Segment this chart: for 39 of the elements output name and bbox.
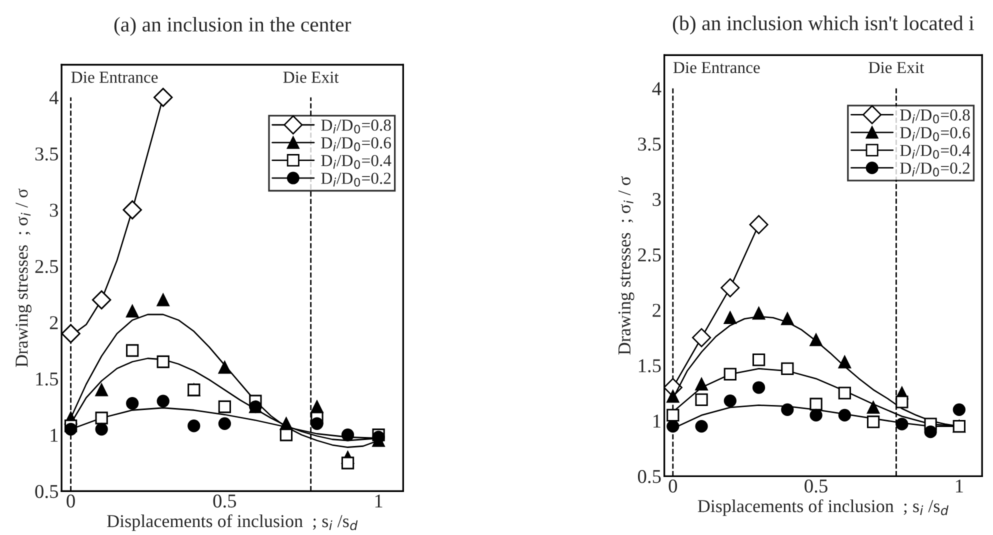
- legend-label: D$_{i}$/D$_{0}$=0.2: [321, 172, 391, 187]
- y-tick-label: 3: [652, 193, 661, 206]
- y-axis-title: Drawing stresses ; σ$_{i}$ / σ: [618, 176, 634, 355]
- y-tick-label: 1: [50, 428, 58, 442]
- legend-label: D$_{i}$/D$_{0}$=0.8: [321, 120, 391, 134]
- x-tick-label: 1: [956, 480, 963, 492]
- x-tick-label: 0: [668, 479, 678, 493]
- y-tick-label: 2: [50, 316, 58, 330]
- y-tick-label: 1.5: [638, 359, 661, 372]
- y-tick-label: 1: [654, 414, 660, 428]
- y-tick-label: 2: [652, 304, 660, 317]
- ref-line-label: Die Exit: [868, 62, 924, 74]
- chart-title: (a) an inclusion in the center: [114, 16, 352, 36]
- x-tick-label: 1: [375, 494, 382, 508]
- x-axis-title: Displacements of inclusion ; s$_{i}$ /s$_{d}$: [698, 499, 948, 516]
- y-tick-label: 3.5: [638, 138, 661, 151]
- x-tick-label: 0.5: [213, 494, 236, 508]
- y-tick-label: 0.5: [638, 470, 661, 484]
- y-tick-label: 2.5: [35, 260, 58, 274]
- x-axis-title: Displacements of inclusion ; s$_{i}$ /s$_{d}$: [107, 514, 358, 531]
- legend-label: D$_{i}$/D$_{0}$=0.8: [900, 109, 970, 124]
- y-tick-label: 4: [49, 91, 58, 104]
- legend-label: D$_{i}$/D$_{0}$=0.6: [900, 127, 970, 142]
- y-tick-label: 4: [652, 82, 662, 96]
- y-tick-label: 3.5: [35, 147, 58, 161]
- y-axis-title: Drawing stresses ; σ$_{i}$ / σ: [16, 188, 32, 367]
- ref-line-label: Die Exit: [283, 72, 339, 83]
- ref-line-label: Die Entrance: [673, 62, 760, 74]
- ref-line-label: Die Entrance: [71, 72, 158, 83]
- x-tick-label: 0: [66, 494, 75, 508]
- y-tick-label: 3: [50, 204, 58, 217]
- y-tick-label: 2.5: [638, 248, 661, 262]
- y-tick-label: 1.5: [36, 372, 58, 386]
- legend-label: D$_{i}$/D$_{0}$=0.6: [321, 137, 391, 152]
- legend-label: D$_{i}$/D$_{0}$=0.4: [900, 144, 970, 159]
- legend-label: D$_{i}$/D$_{0}$=0.2: [900, 162, 970, 177]
- chart-title: (b) an inclusion which isn't located i: [672, 16, 974, 35]
- x-tick-label: 0.5: [804, 479, 828, 493]
- legend-label: D$_{i}$/D$_{0}$=0.4: [321, 154, 392, 169]
